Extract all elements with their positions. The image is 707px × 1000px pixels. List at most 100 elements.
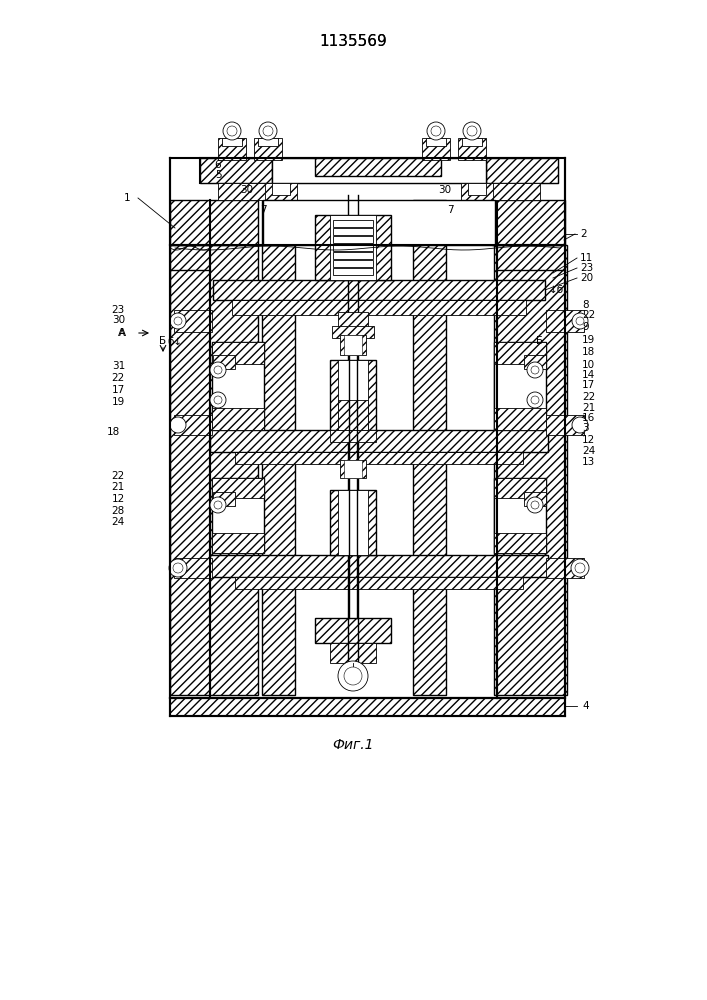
Bar — [272, 183, 290, 195]
Text: 10: 10 — [582, 360, 595, 370]
Text: ↓б: ↓б — [549, 285, 563, 295]
Circle shape — [174, 317, 182, 325]
Bar — [483, 183, 540, 200]
Text: 9: 9 — [582, 322, 589, 332]
Bar — [212, 478, 264, 498]
Circle shape — [575, 563, 585, 573]
Bar — [212, 533, 264, 553]
Bar — [254, 138, 282, 160]
Bar — [330, 490, 376, 555]
Circle shape — [531, 396, 539, 404]
Bar — [212, 408, 264, 430]
Bar — [315, 215, 391, 280]
Text: 3: 3 — [582, 423, 589, 433]
Bar — [330, 430, 376, 442]
Text: 31: 31 — [112, 361, 125, 371]
Bar — [333, 268, 373, 275]
Circle shape — [527, 497, 543, 513]
Bar — [494, 342, 546, 364]
Text: 22: 22 — [582, 310, 595, 320]
Bar — [546, 310, 584, 332]
Text: 30: 30 — [112, 315, 125, 325]
Circle shape — [467, 126, 477, 136]
Text: 14: 14 — [582, 370, 595, 380]
Bar — [458, 138, 486, 160]
Text: 19: 19 — [112, 397, 125, 407]
Text: 19: 19 — [582, 335, 595, 345]
Circle shape — [173, 563, 183, 573]
Bar — [332, 326, 374, 338]
Text: 5: 5 — [215, 170, 221, 180]
Bar — [235, 577, 523, 589]
Bar — [170, 698, 565, 716]
Bar — [315, 158, 441, 176]
Text: 21: 21 — [112, 482, 125, 492]
Circle shape — [214, 366, 222, 374]
Text: 24: 24 — [112, 517, 125, 527]
Text: Б: Б — [537, 336, 544, 346]
Bar — [340, 460, 366, 478]
Text: 22: 22 — [112, 471, 125, 481]
Circle shape — [572, 313, 588, 329]
Bar — [272, 158, 486, 183]
Text: 4: 4 — [582, 701, 589, 711]
Bar — [524, 492, 546, 506]
Text: 20: 20 — [580, 273, 593, 283]
Bar — [170, 200, 258, 245]
Bar — [333, 236, 373, 243]
Circle shape — [531, 501, 539, 509]
Bar — [333, 220, 373, 227]
Bar — [170, 245, 258, 695]
Bar — [213, 355, 235, 369]
Bar — [218, 138, 246, 160]
Circle shape — [259, 122, 277, 140]
Bar — [338, 312, 368, 327]
Bar — [330, 643, 376, 663]
Bar — [344, 335, 362, 355]
Text: 30: 30 — [438, 185, 452, 195]
Text: 30: 30 — [240, 185, 254, 195]
Bar — [333, 260, 373, 267]
Bar — [413, 200, 446, 695]
Circle shape — [338, 661, 368, 691]
Text: 8: 8 — [582, 300, 589, 310]
Bar — [422, 138, 450, 160]
Bar — [210, 430, 548, 452]
Bar — [494, 533, 546, 553]
Text: 11: 11 — [580, 253, 593, 263]
Text: 17: 17 — [582, 380, 595, 390]
Bar — [330, 360, 376, 430]
Text: 23: 23 — [580, 263, 593, 273]
Bar — [174, 310, 212, 332]
Bar — [486, 158, 558, 183]
Text: 2: 2 — [580, 229, 587, 239]
Circle shape — [527, 362, 543, 378]
Circle shape — [431, 126, 441, 136]
Text: 21: 21 — [582, 403, 595, 413]
Bar — [494, 478, 546, 498]
Bar — [494, 478, 546, 553]
Bar — [174, 558, 212, 578]
Bar — [315, 618, 391, 643]
Bar — [494, 245, 567, 695]
Bar — [340, 335, 366, 355]
Text: А: А — [119, 328, 126, 338]
Bar — [258, 138, 278, 146]
Text: А: А — [118, 328, 125, 338]
Bar — [492, 200, 565, 245]
Bar — [212, 342, 264, 430]
Bar — [546, 415, 584, 435]
Text: 1135569: 1135569 — [319, 34, 387, 49]
Circle shape — [227, 126, 237, 136]
Bar — [338, 490, 368, 555]
Bar — [212, 342, 264, 364]
Circle shape — [169, 559, 187, 577]
Text: 18: 18 — [107, 427, 120, 437]
Text: 24: 24 — [582, 446, 595, 456]
Text: 23: 23 — [112, 305, 125, 315]
Circle shape — [214, 396, 222, 404]
Text: 17: 17 — [112, 385, 125, 395]
Bar — [462, 138, 482, 146]
Bar — [461, 183, 493, 213]
Circle shape — [214, 501, 222, 509]
